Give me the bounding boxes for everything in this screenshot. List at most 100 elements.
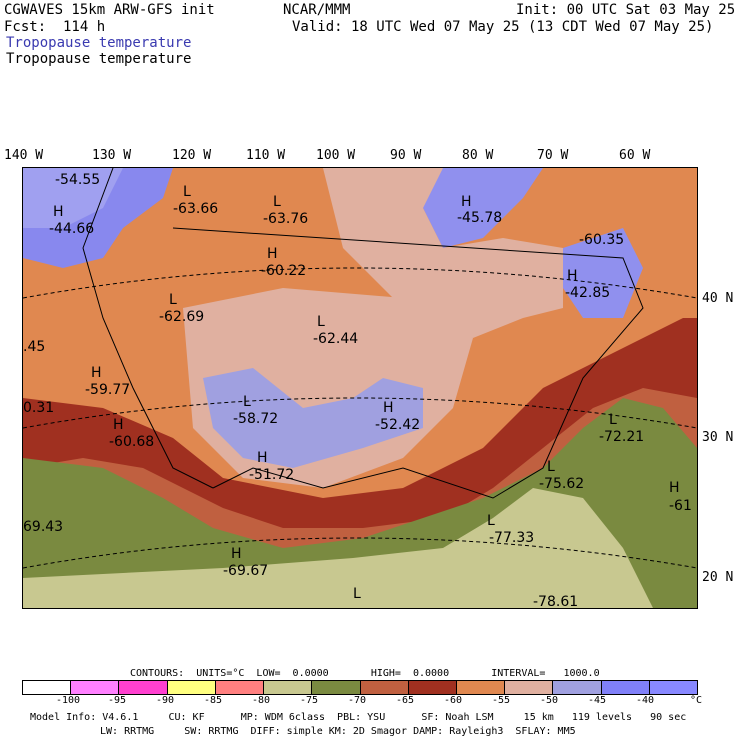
field-label: -42.85: [565, 285, 611, 301]
init-time: Init: 00 UTC Sat 03 May 25: [516, 2, 736, 18]
legend-tick: -85: [204, 695, 223, 706]
temperature-field-map: [23, 168, 697, 608]
legend-swatch: [215, 681, 265, 694]
lon-label: 130 W: [92, 148, 132, 163]
coastline: [82, 168, 214, 489]
lon-label: 120 W: [172, 148, 212, 163]
field-label: .45: [23, 339, 46, 355]
legend-tick: -95: [108, 695, 127, 706]
legend-tick: -40: [636, 695, 655, 706]
legend-swatch: [264, 681, 313, 694]
legend-tick: -60: [444, 695, 463, 706]
field-label: -62.44: [313, 331, 359, 347]
field-label: L: [609, 412, 617, 428]
lon-label: 110 W: [246, 148, 286, 163]
lon-label: 80 W: [462, 148, 494, 163]
legend-tick: -45: [588, 695, 607, 706]
legend-swatch: [312, 681, 361, 694]
lat-label: 20 N: [702, 570, 734, 585]
legend-swatch: [23, 681, 72, 694]
field-label: H: [113, 417, 124, 433]
lon-label: 90 W: [390, 148, 422, 163]
field-label: -63.76: [263, 211, 309, 227]
field-label: L: [183, 184, 191, 200]
legend-tick: -75: [300, 695, 319, 706]
legend-swatch: [649, 681, 698, 694]
model-title: CGWAVES 15km ARW-GFS init: [4, 2, 215, 18]
lon-label: 140 W: [4, 148, 44, 163]
field-label: H: [257, 450, 268, 466]
legend-swatch: [456, 681, 506, 694]
legend-tick: °C: [690, 695, 703, 706]
forecast-hour: Fcst: 114 h: [4, 19, 106, 35]
lat-label: 30 N: [702, 430, 734, 445]
contour-info: CONTOURS: UNITS=°C LOW= 0.0000 HIGH= 0.0…: [130, 668, 600, 679]
field-label: -59.77: [85, 382, 131, 398]
field-label: -72.21: [599, 429, 645, 445]
legend-tick: -100: [56, 695, 81, 706]
legend-tick: -70: [348, 695, 367, 706]
field-label: L: [243, 394, 251, 410]
field-label: H: [567, 268, 578, 284]
lon-label: 100 W: [316, 148, 356, 163]
field-region-blue: [423, 168, 543, 248]
field-region-lavender: [203, 368, 423, 468]
field-label: 69.43: [23, 519, 64, 535]
field-label: 0.31: [23, 400, 55, 416]
field-label: -63.66: [173, 201, 219, 217]
field-label: L: [547, 459, 555, 475]
field-label: H: [231, 546, 242, 562]
lon-label: 60 W: [619, 148, 651, 163]
field-label: -75.62: [539, 476, 585, 492]
field-label: H: [669, 480, 680, 496]
field-label: -60.22: [261, 263, 307, 279]
field-label: -78.61: [533, 594, 579, 609]
legend-swatch: [71, 681, 120, 694]
legend-swatch: [167, 681, 216, 694]
field-label: -58.72: [233, 411, 279, 427]
legend-swatch: [360, 681, 409, 694]
legend-tick: -50: [540, 695, 559, 706]
field-label: -60.35: [579, 232, 625, 248]
color-legend: [22, 680, 698, 695]
field-label: H: [461, 194, 472, 210]
lon-label: 70 W: [537, 148, 569, 163]
field-label: L: [273, 194, 281, 210]
field-title-blue: Tropopause temperature: [6, 35, 192, 51]
field-label: -61: [669, 498, 692, 514]
legend-swatch: [408, 681, 457, 694]
legend-tick: -55: [492, 695, 511, 706]
field-label: -54.55: [55, 172, 101, 188]
legend-tick: -80: [252, 695, 271, 706]
physics-info: LW: RRTMG SW: RRTMG DIFF: simple KM: 2D …: [100, 726, 576, 737]
field-region-blue: [563, 228, 643, 318]
field-label: -51.72: [249, 467, 295, 483]
model-info: Model Info: V4.6.1 CU: KF MP: WDM 6class…: [30, 712, 687, 723]
center-label: NCAR/MMM: [283, 2, 351, 18]
legend-swatch: [601, 681, 650, 694]
field-label: H: [53, 204, 64, 220]
field-label: -69.67: [223, 563, 269, 579]
legend-swatch: [553, 681, 602, 694]
field-label: H: [267, 246, 278, 262]
field-label: -60.68: [109, 434, 155, 450]
field-label: L: [487, 513, 495, 529]
border-line: [172, 227, 644, 499]
field-label: -62.69: [159, 309, 205, 325]
field-label: H: [383, 400, 394, 416]
field-label: L: [353, 586, 361, 602]
field-label: L: [317, 314, 325, 330]
field-region-blue: [23, 168, 123, 228]
legend-swatch: [119, 681, 168, 694]
lat-label: 40 N: [702, 291, 734, 306]
field-title: Tropopause temperature: [6, 51, 192, 67]
map-panel: -54.55 H -44.66 L -63.66 L -63.76 H -45.…: [22, 167, 698, 609]
field-label: -44.66: [49, 221, 95, 237]
legend-swatch: [505, 681, 554, 694]
field-label: -45.78: [457, 210, 503, 226]
valid-time: Valid: 18 UTC Wed 07 May 25 (13 CDT Wed …: [292, 19, 714, 35]
field-region-pink: [323, 168, 563, 338]
field-region-lightolive: [23, 488, 653, 608]
legend-tick: -90: [156, 695, 175, 706]
field-label: -77.33: [489, 530, 535, 546]
